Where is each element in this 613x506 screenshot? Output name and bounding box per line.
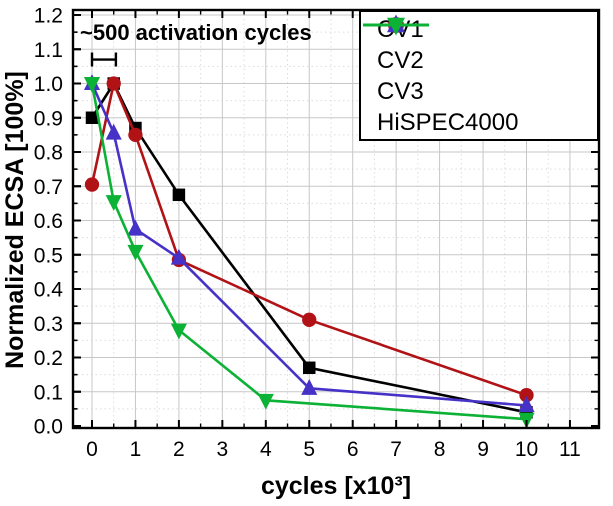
- y-axis-title: Normalized ECSA [100%]: [1, 71, 29, 369]
- legend-marker-hispec4000-icon: [363, 17, 429, 36]
- y-tick-label: 0.7: [34, 176, 63, 199]
- x-tick-label: 1: [130, 438, 142, 461]
- activation-cycles-annotation: ~500 activation cycles: [80, 20, 312, 45]
- x-tick-label: 9: [477, 438, 489, 461]
- x-tick-label: 8: [434, 438, 446, 461]
- y-tick-label: 0.6: [34, 210, 63, 233]
- x-tick-labels: 0 1 2 3 4 5 6 7 8 9 10 11: [86, 438, 581, 461]
- legend-item-cv2: CV2: [363, 17, 597, 76]
- x-tick-label: 6: [347, 438, 359, 461]
- y-tick-label: 1.2: [34, 5, 63, 28]
- activation-bracket: [90, 52, 118, 67]
- legend-item-cv3: CV3: [363, 14, 597, 107]
- legend-item-hispec4000: HiSPEC4000: [363, 17, 597, 138]
- legend-label: CV2: [377, 46, 424, 74]
- y-tick-label: 1.1: [34, 39, 63, 62]
- y-tick-label: 0.2: [34, 347, 63, 370]
- x-tick-label: 7: [390, 438, 402, 461]
- y-tick-label: 0.8: [34, 142, 63, 165]
- x-tick-label: 2: [173, 438, 185, 461]
- x-tick-label: 0: [86, 438, 98, 461]
- x-tick-label: 4: [260, 438, 272, 461]
- y-tick-label: 0.4: [34, 279, 64, 302]
- x-tick-label: 3: [217, 438, 229, 461]
- y-tick-labels: 0.0 0.1 0.2 0.3 0.4 0.5 0.6 0.7 0.8 0.9 1.0 1.1 1.2: [34, 5, 64, 439]
- y-tick-label: 0.5: [34, 244, 63, 267]
- legend-label: CV3: [377, 77, 424, 105]
- y-tick-label: 0.9: [34, 107, 63, 130]
- plot-frame: [71, 8, 601, 430]
- y-tick-label: 0.0: [34, 416, 63, 439]
- y-tick-label: 1.0: [34, 73, 63, 96]
- x-axis-title: cycles [x10³]: [260, 472, 412, 500]
- axis-ticks: [73, 10, 599, 428]
- x-tick-label: 5: [303, 438, 315, 461]
- y-tick-label: 0.3: [34, 313, 63, 336]
- series-cv3: [83, 74, 535, 412]
- series-hispec4000: [83, 77, 535, 429]
- y-tick-label: 0.1: [34, 381, 63, 404]
- legend-label: HiSPEC4000: [377, 108, 519, 136]
- x-tick-label: 11: [559, 438, 581, 461]
- legend: CV1CV2CV3HiSPEC4000: [359, 10, 599, 141]
- x-tick-label: 10: [515, 438, 538, 461]
